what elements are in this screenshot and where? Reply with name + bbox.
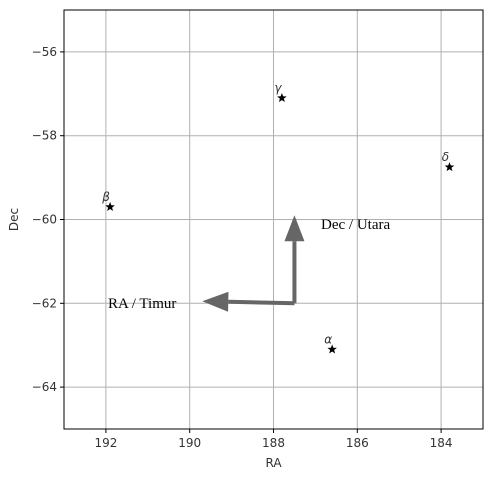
x-tick-label: 190 (178, 436, 201, 450)
grid-lines (64, 10, 483, 429)
x-tick-label: 188 (262, 436, 285, 450)
star-marker (444, 162, 455, 172)
y-axis-ticks: −56 −58 −60 −62 −64 (32, 45, 64, 394)
y-tick-label: −62 (32, 296, 57, 310)
annotation-arrows (202, 215, 305, 312)
annotation-dec-utara: Dec / Utara (321, 217, 390, 233)
x-axis-ticks: 192 190 188 186 184 (94, 429, 453, 450)
star-marker (105, 201, 115, 211)
x-tick-label: 184 (430, 436, 453, 450)
x-tick-label: 186 (346, 436, 369, 450)
star-marker (277, 92, 287, 103)
star-label: α (324, 332, 332, 346)
star-label: γ (274, 81, 282, 95)
y-tick-label: −60 (32, 213, 57, 227)
x-tick-label: 192 (94, 436, 117, 450)
east-arrow-shaft (228, 299, 295, 306)
y-axis-label: Dec (7, 208, 21, 231)
y-tick-label: −56 (32, 45, 57, 59)
annotation-ra-timur: RA / Timur (108, 296, 176, 312)
star-marker (327, 344, 337, 354)
y-tick-label: −64 (32, 380, 57, 394)
east-arrow-head (202, 291, 229, 312)
data-points: γ δ β α (101, 81, 455, 354)
x-axis-label: RA (265, 456, 282, 470)
plot-area-frame (63, 9, 484, 430)
north-arrow-head (284, 215, 305, 242)
star-label: β (101, 190, 110, 204)
y-tick-label: −58 (32, 129, 57, 143)
star-label: δ (442, 150, 449, 164)
